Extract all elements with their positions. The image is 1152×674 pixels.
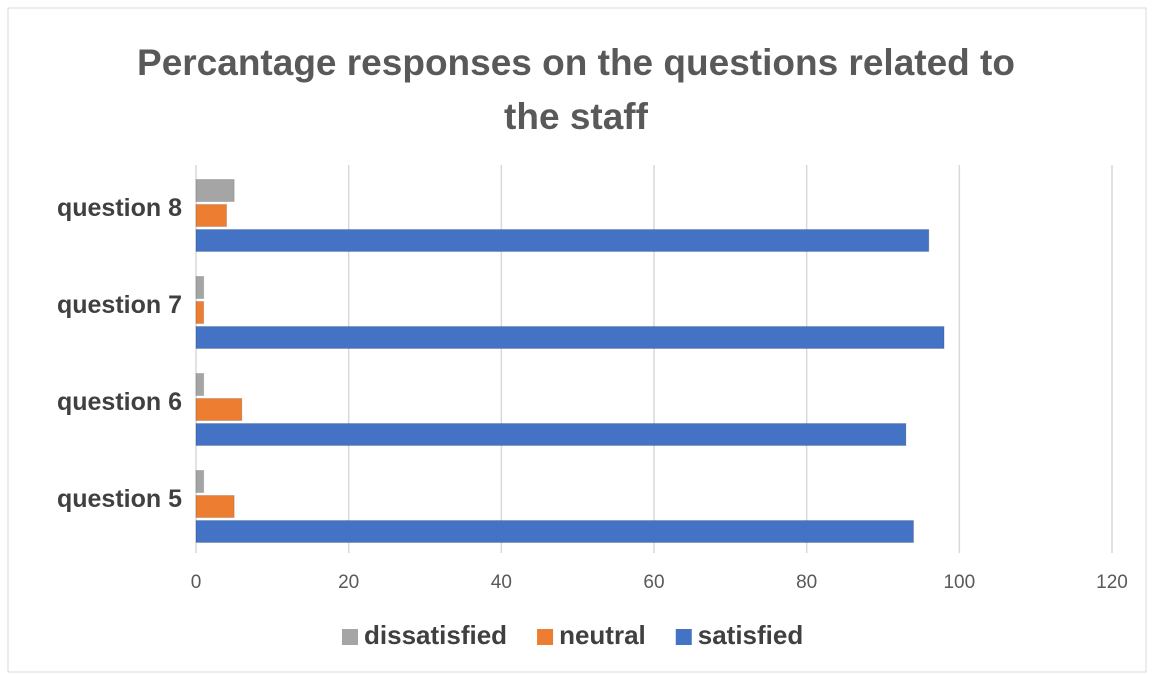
legend-label: dissatisfied (364, 620, 507, 650)
x-tick-label: 100 (943, 572, 975, 593)
y-tick-label: question 5 (57, 485, 182, 513)
x-tick-label: 60 (643, 572, 664, 593)
y-tick-label: question 6 (57, 388, 182, 416)
bar (195, 301, 205, 324)
x-tick-label: 20 (338, 572, 359, 593)
legend-label: neutral (559, 620, 646, 650)
x-tick-label: 40 (491, 572, 512, 593)
x-tick-label: 80 (796, 572, 817, 593)
legend-swatch (675, 629, 692, 645)
bar (195, 520, 915, 543)
y-tick-label: question 8 (57, 194, 182, 222)
bar (195, 373, 205, 396)
bar (195, 326, 945, 349)
x-tick-label: 0 (191, 572, 202, 593)
bar (195, 179, 235, 202)
bar (195, 495, 235, 518)
legend-swatch (342, 629, 358, 645)
bar (195, 276, 205, 299)
legend-label: satisfied (698, 620, 804, 650)
bar (195, 423, 907, 446)
x-tick-label: 120 (1096, 572, 1128, 593)
bar (195, 398, 243, 421)
bar (195, 470, 205, 493)
bar (195, 229, 930, 252)
chart-title: Percantage responses on the questions re… (137, 42, 1015, 137)
bar (195, 204, 228, 227)
legend-swatch (537, 629, 554, 645)
y-tick-label: question 7 (57, 291, 182, 319)
